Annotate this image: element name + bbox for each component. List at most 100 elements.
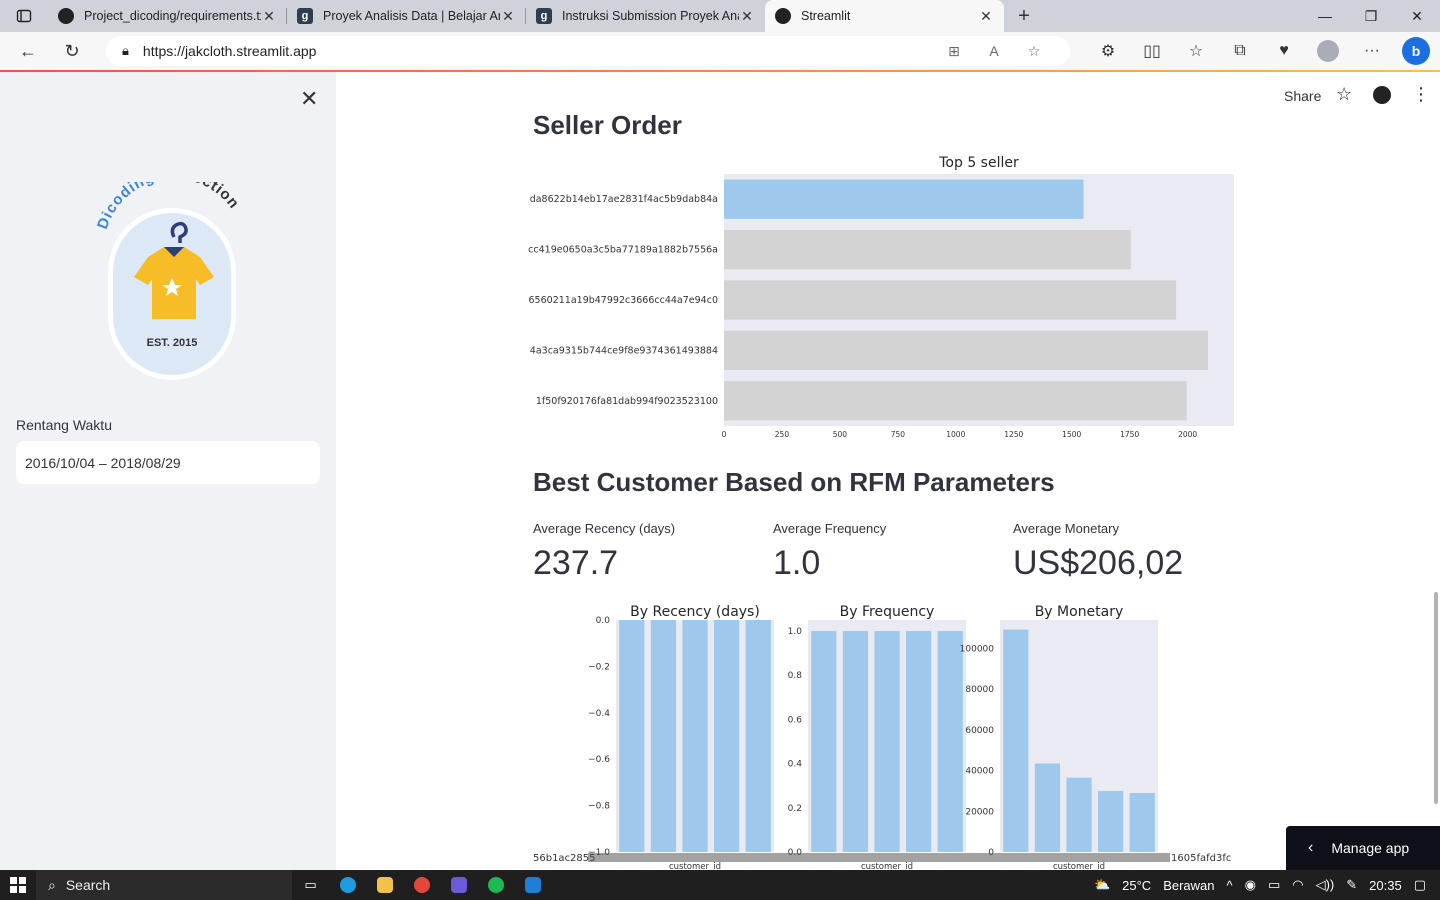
browser-toolbar: ← ↻ 🔒︎ https://jakcloth.streamlit.app ⊞ … bbox=[0, 32, 1440, 70]
x-tick-label: 1500 bbox=[1062, 430, 1081, 439]
lock-icon: 🔒︎ bbox=[122, 43, 129, 58]
taskbar-search[interactable]: ⌕ Search bbox=[36, 870, 292, 900]
x-axis-label: customer_id bbox=[1053, 862, 1105, 870]
x-axis-label: customer_id bbox=[669, 862, 721, 870]
close-window-icon[interactable]: ✕ bbox=[1411, 7, 1423, 24]
more-menu-icon[interactable]: ··· bbox=[1364, 42, 1380, 59]
extensions-icon[interactable]: ⚙ bbox=[1100, 43, 1116, 60]
notification-icon[interactable]: ▢ bbox=[1413, 877, 1426, 892]
close-tab-icon[interactable]: ✕ bbox=[741, 7, 753, 24]
dicoding-icon: g bbox=[536, 8, 552, 24]
seller-bar bbox=[724, 280, 1177, 320]
rfm-bar bbox=[619, 620, 645, 852]
favorites-icon[interactable]: ☆ bbox=[1188, 43, 1204, 60]
tab-actions-icon[interactable] bbox=[0, 0, 48, 32]
collections-icon[interactable]: ⧉ bbox=[1234, 42, 1246, 59]
rfm-bar bbox=[937, 631, 963, 852]
chrome-app-icon[interactable] bbox=[403, 870, 440, 900]
search-label: Search bbox=[65, 877, 111, 893]
wifi-icon[interactable]: ◠ bbox=[1292, 877, 1304, 892]
metric-monetary-label: Average Monetary bbox=[1013, 521, 1119, 536]
y-tick-label: 0.6 bbox=[788, 715, 803, 725]
windows-start-icon[interactable] bbox=[0, 870, 36, 900]
read-aloud-icon[interactable]: A bbox=[989, 43, 999, 59]
overlapping-tick-labels bbox=[588, 853, 1170, 862]
date-range-label: Rentang Waktu bbox=[16, 417, 112, 433]
github-icon bbox=[58, 8, 74, 24]
share-button[interactable]: Share bbox=[1284, 88, 1322, 104]
app-available-icon[interactable]: ⊞ bbox=[948, 42, 960, 59]
file-explorer-icon[interactable] bbox=[366, 870, 403, 900]
chart-title: Top 5 seller bbox=[938, 155, 1019, 171]
browser-tab-1[interactable]: Project_dicoding/requirements.tx ✕ bbox=[48, 0, 287, 32]
split-screen-icon[interactable]: ▯▯ bbox=[1143, 43, 1161, 60]
star-icon[interactable]: ☆ bbox=[1336, 84, 1353, 104]
weather-desc[interactable]: Berawan bbox=[1163, 877, 1215, 893]
spotify-app-icon[interactable] bbox=[477, 870, 514, 900]
browser-tab-4[interactable]: Streamlit ✕ bbox=[765, 0, 1004, 32]
scrollbar-thumb[interactable] bbox=[1434, 592, 1438, 804]
x-tick-label: 1750 bbox=[1120, 430, 1139, 439]
y-tick-label: 0.8 bbox=[788, 671, 803, 681]
date-range-input[interactable]: 2016/10/04 – 2018/08/29 bbox=[16, 441, 320, 484]
pen-icon[interactable]: ✎ bbox=[1346, 877, 1358, 892]
metric-frequency-label: Average Frequency bbox=[773, 521, 887, 536]
main-content: Share ☆ ⋮ Seller Order Top 5 seller da862… bbox=[336, 72, 1440, 870]
tab-label: Streamlit bbox=[801, 9, 851, 23]
restore-icon[interactable]: ❐ bbox=[1364, 7, 1378, 24]
more-options-icon[interactable]: ⋮ bbox=[1412, 84, 1430, 104]
dicoding-app-icon[interactable] bbox=[514, 870, 551, 900]
seller-tick-label: 4a3ca9315b744ce9f8e9374361493884 bbox=[530, 345, 718, 356]
seller-tick-label: da8622b14eb17ae2831f4ac5b9dab84a bbox=[530, 194, 718, 205]
seller-tick-label: 1f50f920176fa81dab994f9023523100 bbox=[536, 396, 718, 407]
github-icon[interactable] bbox=[1373, 86, 1391, 104]
chevron-up-icon[interactable]: ^ bbox=[1226, 877, 1233, 893]
bing-copilot-icon[interactable]: b bbox=[1402, 37, 1430, 65]
rfm-bar bbox=[1097, 790, 1124, 852]
rfm-charts: By Recency (days)0.0−0.2−0.4−0.6−0.8−1.0… bbox=[533, 604, 1231, 870]
address-bar[interactable]: 🔒︎ https://jakcloth.streamlit.app ⊞ A ☆ bbox=[106, 36, 1070, 66]
y-tick-label: 0.2 bbox=[788, 804, 802, 814]
minimize-icon[interactable]: — bbox=[1318, 8, 1332, 24]
task-view-icon[interactable]: ▭ bbox=[304, 877, 317, 892]
x-tick-label: 56b1ac2855 bbox=[533, 853, 596, 864]
manage-app-button[interactable]: ‹ Manage app bbox=[1286, 826, 1440, 870]
close-sidebar-icon[interactable]: ✕ bbox=[300, 86, 319, 111]
rfm-bar bbox=[1003, 629, 1029, 852]
close-tab-icon[interactable]: ✕ bbox=[980, 7, 992, 24]
sidebar: ✕ Dicoding Collection EST. 2015 Rentang … bbox=[0, 72, 336, 870]
profile-avatar-icon[interactable] bbox=[1317, 40, 1339, 62]
battery-icon[interactable]: ▭ bbox=[1267, 877, 1281, 892]
x-tick-label: 1250 bbox=[1004, 430, 1023, 439]
window-controls: — ❐ ✕ bbox=[1302, 0, 1440, 32]
svg-text:EST. 2015: EST. 2015 bbox=[147, 337, 198, 349]
metric-recency-label: Average Recency (days) bbox=[533, 521, 676, 536]
y-tick-label: 80000 bbox=[965, 685, 994, 695]
tab-label: Instruksi Submission Proyek Anal bbox=[562, 9, 739, 23]
url-text[interactable]: https://jakcloth.streamlit.app bbox=[142, 43, 317, 59]
favorite-star-icon[interactable]: ☆ bbox=[1027, 42, 1041, 59]
chart-title: By Recency (days) bbox=[630, 604, 760, 620]
weather-temp[interactable]: 25°C bbox=[1122, 877, 1152, 893]
app-icon[interactable] bbox=[440, 870, 477, 900]
metric-recency-value: 237.7 bbox=[533, 544, 619, 582]
close-tab-icon[interactable]: ✕ bbox=[502, 7, 514, 24]
back-icon[interactable]: ← bbox=[19, 40, 37, 61]
browser-tab-3[interactable]: g Instruksi Submission Proyek Anal ✕ bbox=[526, 0, 765, 32]
x-tick-label: 750 bbox=[891, 430, 906, 439]
y-tick-label: −0.8 bbox=[588, 802, 610, 812]
new-tab-icon[interactable]: + bbox=[1018, 4, 1030, 27]
browser-tab-2[interactable]: g Proyek Analisis Data | Belajar Ana ✕ bbox=[287, 0, 526, 32]
edge-app-icon[interactable] bbox=[329, 870, 366, 900]
refresh-icon[interactable]: ↻ bbox=[64, 40, 80, 61]
clock-time[interactable]: 20:35 bbox=[1369, 877, 1402, 893]
y-tick-label: −0.6 bbox=[588, 755, 610, 765]
record-icon[interactable]: ◉ bbox=[1244, 877, 1256, 892]
brand-logo: Dicoding Collection EST. 2015 bbox=[94, 165, 252, 392]
performance-icon[interactable]: ♥ bbox=[1279, 42, 1289, 59]
seller-bar bbox=[724, 330, 1209, 371]
close-tab-icon[interactable]: ✕ bbox=[263, 7, 275, 24]
x-axis-label: customer_id bbox=[861, 862, 913, 870]
volume-icon[interactable]: ◁)) bbox=[1315, 877, 1335, 892]
seller-tick-label: 6560211a19b47992c3666cc44a7e94c0 bbox=[529, 295, 718, 306]
